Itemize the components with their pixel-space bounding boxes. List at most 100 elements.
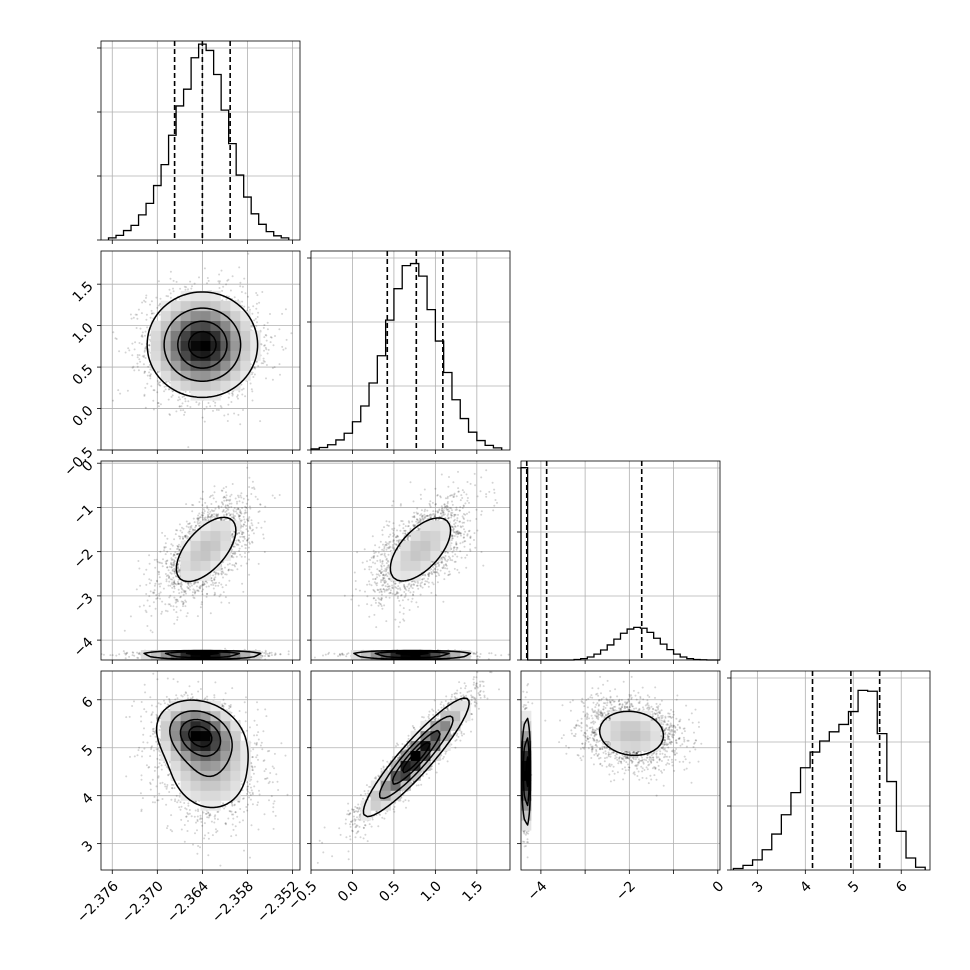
sample-point (206, 517, 209, 519)
sample-point (172, 582, 175, 585)
sample-point (168, 413, 171, 416)
sample-point (178, 549, 181, 552)
sample-point (231, 532, 234, 535)
sample-point (170, 583, 173, 585)
sample-point (218, 581, 221, 584)
sample-point (229, 514, 232, 517)
sample-point (238, 532, 241, 535)
sample-point (251, 524, 254, 527)
sample-point (155, 597, 158, 600)
sample-point (156, 306, 159, 309)
sample-point (179, 537, 181, 540)
sample-point (250, 519, 253, 522)
sample-point (230, 505, 233, 508)
density-cell (250, 350, 261, 361)
sample-point (248, 558, 250, 561)
density-cell (170, 350, 181, 361)
sample-point (209, 510, 212, 513)
sample-point (137, 652, 140, 655)
sample-point (231, 533, 234, 536)
sample-point (178, 523, 181, 526)
sample-point (202, 580, 205, 583)
sample-point (235, 543, 238, 546)
sample-point (148, 562, 151, 565)
sample-point (234, 497, 237, 500)
sample-point (184, 534, 187, 537)
contour-line (163, 307, 242, 382)
sample-point (148, 595, 151, 598)
density-cell (160, 320, 172, 331)
sample-point (263, 344, 266, 347)
sample-point (168, 288, 171, 291)
sample-point (171, 586, 174, 589)
panel-content (101, 466, 290, 660)
sample-point (228, 392, 231, 395)
sample-point (209, 516, 212, 518)
sample-point (248, 505, 251, 508)
sample-point (167, 295, 170, 298)
sample-point (123, 629, 126, 632)
sample-point (187, 584, 190, 586)
sample-point (173, 570, 176, 573)
sample-point (182, 603, 185, 606)
sample-point (194, 526, 197, 529)
sample-point (213, 570, 216, 573)
sample-point (143, 350, 146, 353)
sample-point (174, 582, 176, 585)
sample-point (138, 342, 141, 344)
sample-point (165, 380, 168, 383)
sample-point (210, 503, 213, 505)
sample-point (260, 362, 263, 365)
sample-point (238, 539, 241, 542)
contour-line (177, 320, 228, 369)
sample-point (262, 362, 265, 365)
sample-point (163, 546, 166, 548)
sample-point (238, 515, 240, 518)
sample-point (177, 553, 180, 556)
sample-point (179, 409, 182, 412)
sample-point (227, 396, 230, 399)
sample-point (169, 277, 172, 280)
sample-point (214, 507, 217, 510)
sample-point (227, 508, 230, 511)
sample-point (148, 578, 151, 581)
sample-point (225, 298, 228, 301)
sample-point (200, 603, 203, 606)
sample-point (164, 603, 167, 606)
sample-point (181, 531, 184, 534)
sample-point (181, 402, 184, 405)
sample-point (222, 571, 225, 574)
sample-point (177, 563, 180, 566)
sample-point (194, 529, 196, 532)
sample-point (144, 609, 147, 612)
sample-point (140, 312, 143, 315)
sample-point (179, 596, 182, 599)
sample-point (231, 392, 233, 395)
sample-point (260, 656, 263, 659)
sample-point (180, 582, 183, 585)
sample-point (202, 588, 205, 591)
sample-point (190, 526, 193, 529)
sample-point (204, 518, 207, 521)
sample-point (248, 525, 251, 528)
sample-point (240, 519, 243, 522)
sample-point (176, 529, 179, 532)
sample-point (206, 592, 209, 595)
sample-point (134, 341, 137, 344)
density-cell (200, 360, 211, 371)
sample-point (244, 511, 247, 514)
sample-point (263, 349, 265, 352)
sample-point (168, 596, 171, 599)
sample-point (173, 580, 176, 583)
sample-point (169, 605, 172, 607)
sample-point (141, 355, 144, 358)
sample-point (267, 348, 270, 351)
sample-point (202, 584, 204, 587)
sample-point (161, 565, 164, 568)
sample-point (161, 562, 163, 565)
sample-point (227, 499, 230, 502)
sample-point (218, 273, 221, 276)
sample-point (144, 330, 147, 333)
sample-point (240, 525, 243, 528)
sample-point (167, 574, 169, 577)
